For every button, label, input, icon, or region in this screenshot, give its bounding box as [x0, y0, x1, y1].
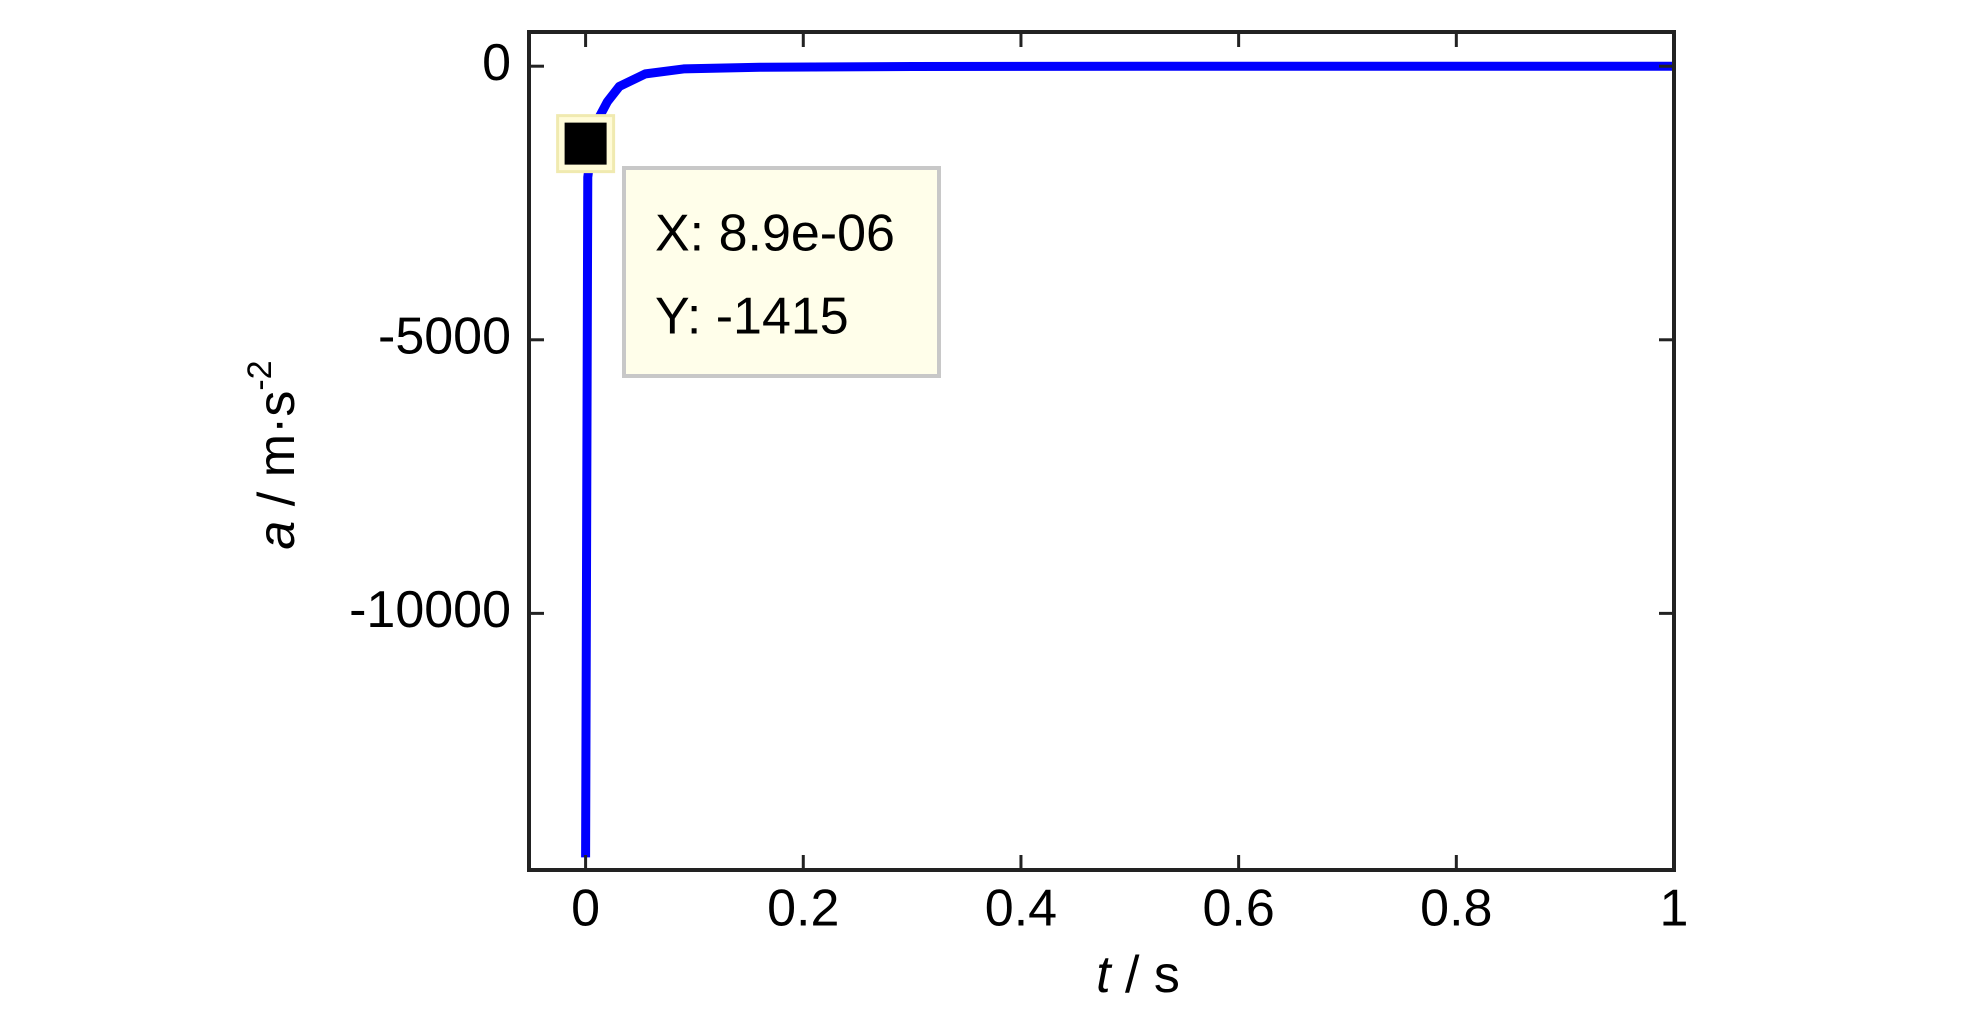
y-tick-label: 0	[482, 34, 511, 92]
plot-frame	[527, 30, 1676, 872]
datatip-label: X: 8.9e-06	[655, 205, 895, 263]
y-tick-label: -5000	[378, 308, 511, 366]
y-label-symbol: a	[248, 521, 306, 550]
y-axis-label: a / m·s-2	[241, 360, 306, 549]
y-label-exponent: -2	[241, 360, 279, 390]
y-label-unit: / m·s	[248, 391, 306, 521]
y-tick-label: -10000	[349, 581, 511, 639]
x-tick-label: 0	[571, 880, 600, 938]
x-tick-label: 1	[1660, 880, 1689, 938]
x-tick-label: 0.6	[1202, 880, 1274, 938]
x-axis-label: t / s	[1096, 946, 1180, 1004]
datatip-marker	[564, 122, 607, 165]
x-label-unit: / s	[1111, 946, 1180, 1004]
x-label-symbol: t	[1096, 946, 1113, 1004]
x-tick-label: 0.8	[1420, 880, 1492, 938]
x-tick-label: 0.4	[985, 880, 1057, 938]
datatip-box	[622, 166, 941, 378]
datatip-label: Y: -1415	[655, 288, 849, 346]
x-tick-label: 0.2	[767, 880, 839, 938]
